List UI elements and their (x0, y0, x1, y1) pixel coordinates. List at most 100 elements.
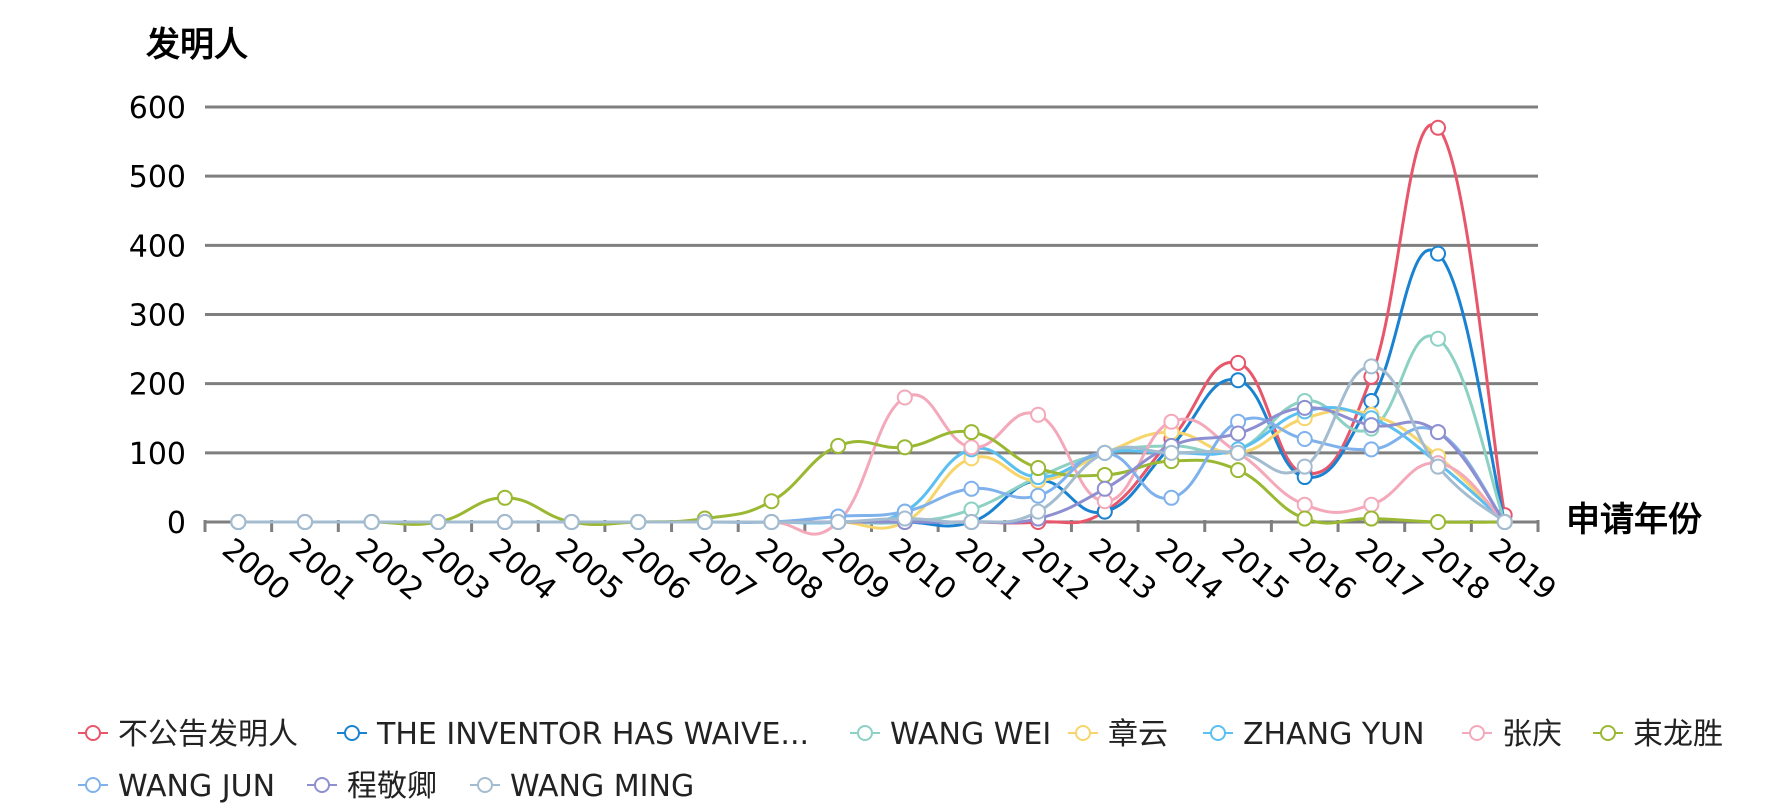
data-point[interactable] (298, 515, 312, 529)
data-point[interactable] (1431, 515, 1445, 529)
data-point[interactable] (964, 515, 978, 529)
data-point[interactable] (698, 515, 712, 529)
y-tick-label: 400 (129, 229, 186, 264)
data-point[interactable] (831, 515, 845, 529)
legend-item[interactable]: THE INVENTOR HAS WAIVE... (337, 717, 809, 752)
data-point[interactable] (831, 439, 845, 453)
legend-item[interactable]: 章云 (1068, 717, 1168, 752)
data-point[interactable] (365, 515, 379, 529)
x-tick-label: 2007 (682, 532, 763, 608)
series-line (238, 410, 1504, 528)
data-point[interactable] (1364, 418, 1378, 432)
data-point[interactable] (1164, 415, 1178, 429)
data-point[interactable] (1364, 498, 1378, 512)
data-point[interactable] (1231, 426, 1245, 440)
x-tick-label: 2001 (282, 532, 363, 608)
x-tick-label: 2005 (549, 532, 630, 608)
y-tick-label: 0 (167, 506, 186, 541)
data-point[interactable] (898, 440, 912, 454)
data-point[interactable] (1231, 446, 1245, 460)
legend-marker-icon (86, 726, 100, 740)
legend-label: 张庆 (1502, 717, 1562, 752)
data-point[interactable] (765, 515, 779, 529)
x-tick-label: 2019 (1482, 532, 1563, 608)
data-point[interactable] (1298, 401, 1312, 415)
data-point[interactable] (498, 515, 512, 529)
data-point[interactable] (498, 491, 512, 505)
legend-label: ZHANG YUN (1243, 717, 1425, 752)
legend-marker-icon (1076, 726, 1090, 740)
x-tick-label: 2006 (615, 532, 696, 608)
data-point[interactable] (1364, 394, 1378, 408)
data-point[interactable] (1498, 515, 1512, 529)
legend-item[interactable]: WANG MING (470, 769, 694, 804)
y-tick-label: 200 (129, 368, 186, 403)
series-0 (231, 121, 1511, 529)
series-line (238, 408, 1504, 523)
legend-marker-icon (478, 778, 492, 792)
data-point[interactable] (1431, 121, 1445, 135)
data-point[interactable] (1431, 332, 1445, 346)
data-point[interactable] (1231, 463, 1245, 477)
data-point[interactable] (1298, 460, 1312, 474)
x-tick-label: 2004 (482, 532, 563, 608)
x-axis-title: 申请年份 (1566, 500, 1702, 540)
data-point[interactable] (1031, 489, 1045, 503)
data-point[interactable] (765, 494, 779, 508)
legend-item[interactable]: 张庆 (1462, 717, 1562, 752)
series-1 (231, 247, 1511, 529)
x-tick-label: 2011 (948, 532, 1029, 608)
data-point[interactable] (1098, 482, 1112, 496)
data-point[interactable] (1164, 491, 1178, 505)
data-point[interactable] (1231, 373, 1245, 387)
legend-item[interactable]: 不公告发明人 (78, 717, 298, 752)
data-point[interactable] (231, 515, 245, 529)
x-tick-label: 2003 (415, 532, 496, 608)
data-point[interactable] (1031, 461, 1045, 475)
data-point[interactable] (1098, 446, 1112, 460)
data-point[interactable] (1031, 505, 1045, 519)
data-point[interactable] (898, 512, 912, 526)
data-point[interactable] (631, 515, 645, 529)
y-tick-label: 500 (129, 160, 186, 195)
x-tick-label: 2012 (1015, 532, 1096, 608)
legend-item[interactable]: WANG JUN (78, 769, 275, 804)
legend-label: 不公告发明人 (118, 717, 298, 752)
legend-item[interactable]: WANG WEI (850, 717, 1051, 752)
data-point[interactable] (964, 425, 978, 439)
data-point[interactable] (1098, 468, 1112, 482)
legend-label: WANG JUN (118, 769, 275, 804)
data-point[interactable] (898, 391, 912, 405)
legend-marker-icon (858, 726, 872, 740)
legend-item[interactable]: ZHANG YUN (1203, 717, 1425, 752)
data-point[interactable] (1431, 460, 1445, 474)
data-point[interactable] (1431, 425, 1445, 439)
data-point[interactable] (565, 515, 579, 529)
x-tick-label: 2015 (1215, 532, 1296, 608)
legend-marker-icon (345, 726, 359, 740)
data-point[interactable] (431, 515, 445, 529)
data-point[interactable] (1164, 446, 1178, 460)
data-point[interactable] (1298, 512, 1312, 526)
legend-item[interactable]: 束龙胜 (1593, 717, 1723, 752)
x-tick-label: 2017 (1348, 532, 1429, 608)
data-point[interactable] (1364, 359, 1378, 373)
data-point[interactable] (1298, 432, 1312, 446)
data-point[interactable] (1231, 356, 1245, 370)
x-tick-label: 2018 (1415, 532, 1496, 608)
legend-label: 束龙胜 (1633, 717, 1723, 752)
data-point[interactable] (964, 440, 978, 454)
data-point[interactable] (1364, 512, 1378, 526)
data-point[interactable] (1031, 408, 1045, 422)
y-axis-title: 发明人 (146, 25, 248, 65)
x-tick-label: 2016 (1282, 532, 1363, 608)
data-point[interactable] (964, 482, 978, 496)
legend-marker-icon (1211, 726, 1225, 740)
data-point[interactable] (1364, 442, 1378, 456)
legend-label: 章云 (1108, 717, 1168, 752)
legend-marker-icon (315, 778, 329, 792)
legend-item[interactable]: 程敬卿 (307, 769, 437, 804)
data-point[interactable] (1431, 247, 1445, 261)
data-point[interactable] (1298, 498, 1312, 512)
